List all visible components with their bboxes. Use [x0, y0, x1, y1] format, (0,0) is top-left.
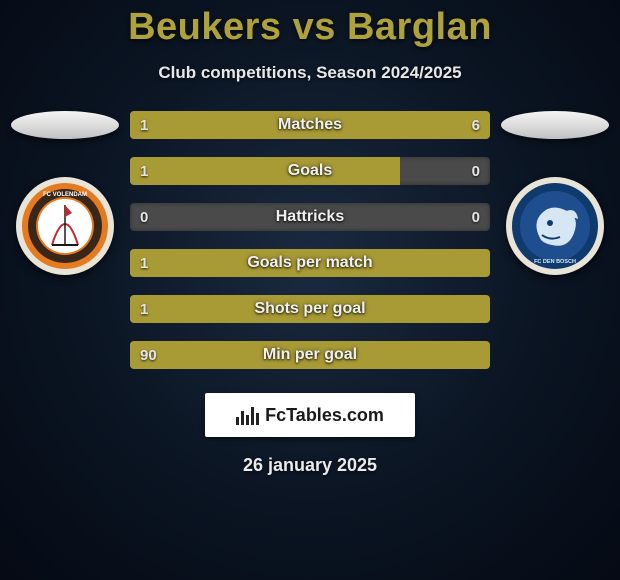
stat-bar-left — [130, 341, 490, 369]
right-badge-text: FC DEN BOSCH — [534, 259, 576, 265]
left-side: FC VOLENDAM — [0, 111, 130, 275]
left-team-badge-inner: FC VOLENDAM — [22, 183, 108, 269]
stat-row: 0 0Hattricks — [130, 203, 490, 231]
title-right-name: Barglan — [347, 6, 492, 48]
right-side: FC DEN BOSCH — [490, 111, 620, 275]
stat-bar-left — [130, 249, 490, 277]
stat-row: 1Shots per goal — [130, 295, 490, 323]
stat-bar-right — [181, 111, 490, 139]
stat-bars: 16Matches10Goals00Hattricks1Goals per ma… — [130, 111, 490, 369]
stat-value-left: 0 — [130, 203, 158, 231]
stat-row: 10Goals — [130, 157, 490, 185]
main-area: FC VOLENDAM 16Matches10Goals00Hattricks1… — [0, 111, 620, 369]
watermark-text: FcTables.com — [265, 405, 384, 426]
right-name-plate — [501, 111, 609, 139]
content-root: Beukers vs Barglan Club competitions, Se… — [0, 0, 620, 580]
stat-value-right: 0 — [462, 157, 490, 185]
stat-value-right: 0 — [462, 203, 490, 231]
page-title: Beukers vs Barglan — [0, 0, 620, 49]
left-badge-text: FC VOLENDAM — [43, 192, 87, 198]
stat-bar-left — [130, 295, 490, 323]
date: 26 january 2025 — [0, 455, 620, 476]
title-vs: vs — [293, 6, 336, 48]
right-badge-svg: FC DEN BOSCH — [512, 183, 598, 269]
stat-label: Hattricks — [130, 203, 490, 231]
watermark[interactable]: FcTables.com — [205, 393, 415, 437]
stat-row: 16Matches — [130, 111, 490, 139]
subtitle: Club competitions, Season 2024/2025 — [0, 63, 620, 83]
right-team-badge-inner: FC DEN BOSCH — [512, 183, 598, 269]
stat-row: 90Min per goal — [130, 341, 490, 369]
left-name-plate — [11, 111, 119, 139]
left-team-badge: FC VOLENDAM — [16, 177, 114, 275]
stat-bar-left — [130, 157, 400, 185]
left-badge-svg: FC VOLENDAM — [22, 183, 108, 269]
right-team-badge: FC DEN BOSCH — [506, 177, 604, 275]
stat-row: 1Goals per match — [130, 249, 490, 277]
title-left-name: Beukers — [128, 6, 281, 48]
bars-icon — [236, 405, 259, 425]
stat-bar-left — [130, 111, 181, 139]
